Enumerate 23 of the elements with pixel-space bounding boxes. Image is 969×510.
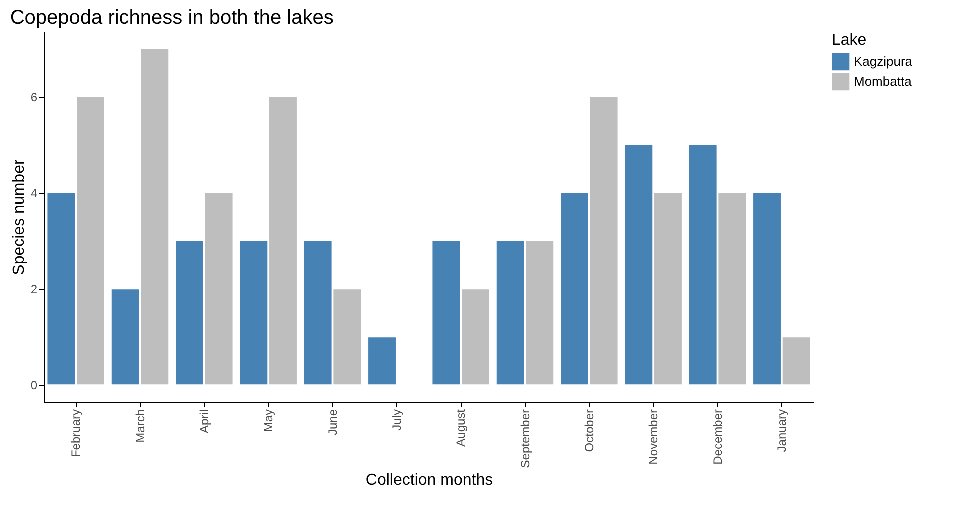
x-tick-label: December [710, 410, 725, 465]
x-tick-label: February [69, 410, 84, 458]
x-tick-label: July [390, 410, 404, 431]
x-tick-label: October [582, 410, 596, 452]
x-tick-label: April [197, 410, 212, 434]
x-tick-label: May [262, 410, 276, 432]
legend-title: Lake [832, 32, 867, 49]
bar [368, 336, 397, 386]
x-tick-label: September [518, 410, 532, 468]
x-tick-label: March [133, 410, 148, 443]
y-tick-label: 6 [30, 90, 38, 104]
x-tick-label: November [646, 410, 661, 465]
legend-label: Kagzipura [854, 54, 914, 69]
legend-label: Mombatta [854, 74, 913, 89]
y-tick-label: 2 [30, 282, 38, 297]
y-tick-label: 4 [30, 186, 38, 200]
y-axis-title: Species number [10, 159, 28, 276]
chart-title: Copepoda richness in both the lakes [10, 7, 334, 29]
y-tick-label: 0 [30, 378, 38, 393]
x-axis-title: Collection months [366, 472, 494, 490]
x-tick-label: August [454, 408, 468, 447]
x-tick-label: January [774, 410, 789, 452]
x-tick-label: June [326, 409, 340, 436]
